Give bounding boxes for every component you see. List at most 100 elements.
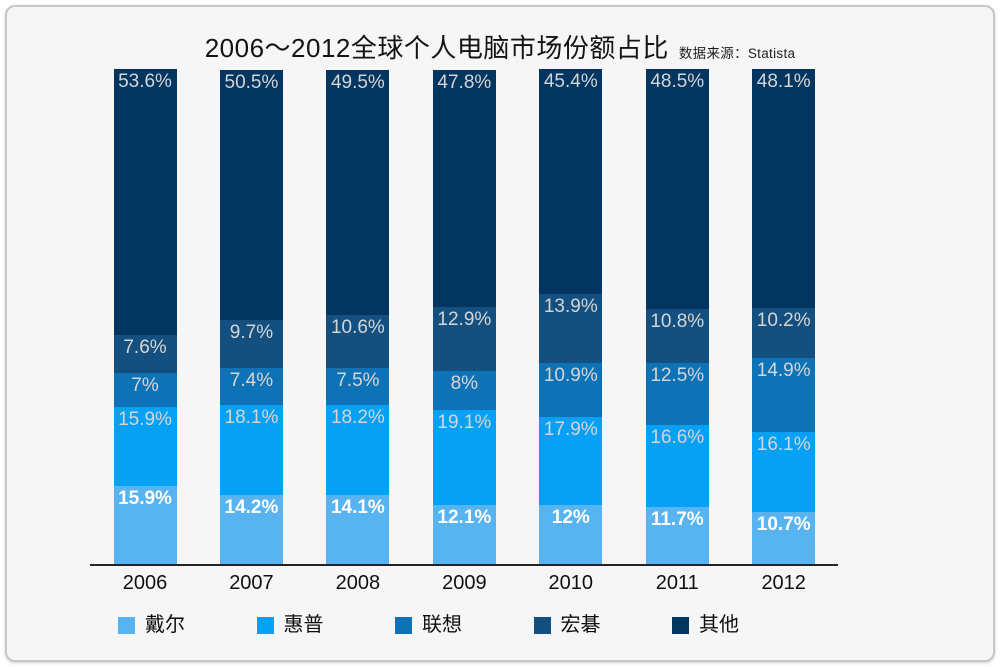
bar-segment-惠普: 19.1% [432, 410, 496, 505]
segment-value-label: 8% [450, 372, 479, 394]
source-note: 数据来源：Statista [678, 46, 796, 61]
segment-value-label: 11.7% [650, 508, 704, 530]
segment-value-label: 13.9% [543, 295, 598, 317]
segment-value-label: 10.8% [650, 311, 705, 333]
bar-segment-其他: 45.4% [539, 68, 603, 294]
segment-value-label: 47.8% [437, 71, 492, 93]
bar-segment-宏碁: 9.7% [219, 320, 283, 369]
legend-label: 其他 [699, 614, 739, 636]
legend-item-宏碁: 宏碁 [533, 614, 601, 636]
bar-segment-其他: 50.5% [219, 69, 283, 320]
bar-segment-其他: 48.1% [752, 69, 816, 308]
segment-value-label: 14.9% [756, 360, 811, 382]
legend-swatch [672, 616, 689, 634]
segment-value-label: 10.7% [756, 513, 811, 535]
segment-value-label: 7% [131, 374, 159, 396]
bar-2006: 15.9% 15.9% 7% 7.6% 53.6% [113, 69, 177, 565]
bar-segment-戴尔: 10.7% [752, 511, 816, 565]
x-axis-tick-label: 2012 [761, 572, 806, 594]
bar-segment-联想: 12.5% [645, 362, 709, 425]
segment-value-label: 17.9% [543, 418, 598, 440]
segment-value-label: 50.5% [224, 71, 279, 93]
legend-swatch [533, 616, 551, 634]
x-axis-tick-label: 2010 [548, 572, 594, 594]
bar-segment-其他: 47.8% [432, 69, 496, 307]
legend-label: 宏碁 [560, 614, 601, 636]
bar-segment-联想: 7% [113, 372, 177, 408]
bar-2009: 12.1% 19.1% 8% 12.9% 47.8% [432, 69, 496, 565]
segment-value-label: 49.5% [330, 71, 385, 93]
bar-segment-联想: 7.5% [326, 367, 390, 405]
segment-value-label: 10.2% [756, 309, 811, 331]
bar-segment-戴尔: 15.9% [113, 486, 177, 565]
legend-label: 戴尔 [145, 614, 185, 636]
bar-segment-惠普: 15.9% [113, 407, 177, 487]
bar-segment-惠普: 16.1% [752, 432, 816, 512]
x-axis-tick-label: 2006 [122, 572, 168, 594]
segment-value-label: 12.5% [650, 364, 705, 386]
bar-segment-惠普: 18.1% [219, 404, 283, 495]
legend-swatch [256, 616, 274, 634]
bar-segment-宏碁: 10.6% [326, 315, 390, 368]
segment-value-label: 12% [551, 507, 590, 529]
segment-value-label: 16.1% [756, 434, 811, 456]
segment-value-label: 7.4% [229, 370, 274, 392]
segment-value-label: 7.5% [336, 369, 380, 391]
segment-value-label: 16.6% [650, 426, 705, 448]
segment-value-label: 45.4% [543, 70, 598, 92]
bar-segment-其他: 53.6% [113, 69, 177, 335]
legend-swatch [395, 616, 412, 634]
segment-value-label: 12.1% [437, 506, 492, 528]
x-axis-tick-label: 2009 [442, 572, 487, 594]
bar-2011: 11.7% 16.6% 12.5% 10.8% 48.5% [645, 68, 709, 565]
bar-segment-联想: 10.9% [539, 362, 603, 417]
segment-value-label: 18.1% [224, 406, 279, 428]
legend-swatch [118, 616, 135, 634]
x-axis-line [90, 564, 838, 566]
segment-value-label: 12.9% [437, 308, 492, 330]
segment-value-label: 18.2% [330, 406, 385, 428]
bar-segment-宏碁: 12.9% [432, 306, 496, 371]
segment-value-label: 53.6% [118, 71, 172, 93]
segment-value-label: 48.1% [756, 71, 811, 93]
segment-value-label: 14.1% [330, 497, 385, 519]
segment-value-label: 48.5% [650, 70, 705, 92]
bar-segment-宏碁: 13.9% [539, 293, 603, 363]
chart-title: 2006～2012全球个人电脑市场份额占比 [204, 33, 669, 63]
bar-segment-戴尔: 12% [539, 505, 603, 565]
bar-segment-宏碁: 10.8% [645, 309, 709, 363]
x-axis-tick-label: 2007 [229, 572, 274, 594]
segment-value-label: 14.2% [224, 496, 279, 518]
bar-segment-戴尔: 12.1% [432, 504, 496, 565]
bar-segment-惠普: 18.2% [326, 404, 390, 496]
bar-segment-惠普: 16.6% [645, 424, 709, 507]
bar-2010: 12% 17.9% 10.9% 13.9% 45.4% [539, 68, 603, 565]
bar-2007: 14.2% 18.1% 7.4% 9.7% 50.5% [219, 69, 283, 565]
x-axis-tick-label: 2011 [655, 572, 699, 594]
segment-value-label: 15.9% [118, 488, 172, 510]
bar-segment-联想: 14.9% [752, 358, 816, 433]
segment-value-label: 7.6% [123, 336, 167, 358]
segment-value-label: 9.7% [229, 322, 274, 343]
segment-value-label: 15.9% [118, 409, 172, 431]
segment-value-label: 10.9% [543, 364, 598, 386]
bar-segment-宏碁: 7.6% [113, 334, 177, 373]
bar-2008: 14.1% 18.2% 7.5% 10.6% 49.5% [326, 69, 390, 565]
legend-item-其他: 其他 [672, 614, 739, 636]
segment-value-label: 10.6% [330, 317, 385, 339]
bar-segment-联想: 7.4% [219, 368, 283, 405]
legend-label: 惠普 [283, 614, 324, 636]
bar-segment-惠普: 17.9% [539, 416, 603, 506]
bar-segment-戴尔: 14.1% [326, 495, 390, 565]
legend-item-戴尔: 戴尔 [118, 614, 185, 636]
bar-segment-宏碁: 10.2% [752, 307, 816, 359]
bar-2012: 10.7% 16.1% 14.9% 10.2% 48.1% [752, 69, 816, 565]
segment-value-label: 19.1% [437, 412, 492, 434]
x-axis-tick-label: 2008 [335, 572, 381, 594]
legend-item-联想: 联想 [395, 614, 462, 636]
bar-segment-其他: 48.5% [645, 68, 709, 310]
bar-segment-戴尔: 11.7% [645, 506, 709, 565]
bar-segment-戴尔: 14.2% [219, 494, 283, 565]
bar-segment-其他: 49.5% [326, 69, 390, 316]
chart-header: 2006～2012全球个人电脑市场份额占比 数据来源：Statista [0, 28, 1000, 65]
